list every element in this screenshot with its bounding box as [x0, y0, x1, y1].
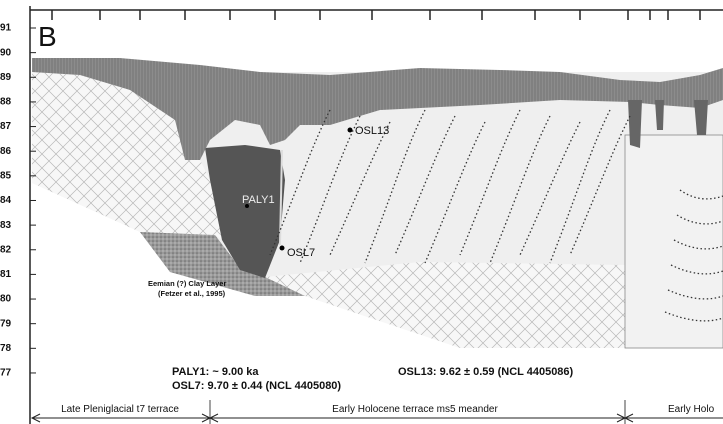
- right-channel: [625, 135, 723, 348]
- elevation-label: 81: [0, 269, 12, 280]
- elevation-label: 91: [0, 23, 12, 34]
- sample-point: [280, 246, 285, 251]
- panel-label: B: [38, 21, 57, 52]
- ruler: [52, 10, 700, 20]
- elevation-label: 82: [0, 244, 12, 255]
- elevation-label: 90: [0, 47, 12, 58]
- elevation-label: 88: [0, 97, 12, 108]
- elevation-label: 80: [0, 294, 12, 305]
- elevation-label: 84: [0, 195, 12, 206]
- elevation-label: 77: [0, 368, 12, 379]
- terrace-label: Early Holocene terrace ms5 meander: [332, 404, 498, 415]
- elevation-label: 85: [0, 170, 12, 181]
- date-text: PALY1: ~ 9.00 ka: [172, 366, 259, 378]
- elevation-label: 79: [0, 318, 12, 329]
- sample-label: PALY1: [242, 194, 275, 206]
- elevation-label: 86: [0, 146, 12, 157]
- sample-label: OSL13: [355, 125, 389, 137]
- clay-label: (Fetzer et al., 1995): [158, 289, 226, 298]
- elevation-label: 89: [0, 72, 12, 83]
- sample-label: OSL7: [287, 247, 315, 259]
- date-text: OSL7: 9.70 ± 0.44 (NCL 4405080): [172, 380, 341, 392]
- clay-label: Eemian (?) Clay Layer: [148, 279, 226, 288]
- elevation-label: 83: [0, 220, 12, 231]
- cross-section: B 91 90 89 88 87 86 85 84 83 82 81 80 79 78 77 OSL13 P…: [0, 0, 723, 424]
- elevation-label: 78: [0, 343, 12, 354]
- date-text: OSL13: 9.62 ± 0.59 (NCL 4405086): [398, 366, 574, 378]
- terrace-label: Late Pleniglacial t7 terrace: [61, 404, 179, 415]
- page: B 91 90 89 88 87 86 85 84 83 82 81 80 79 78 77 OSL13 P…: [0, 0, 723, 424]
- sample-point: [348, 128, 353, 133]
- elevation-label: 87: [0, 121, 12, 132]
- terrace-label: Early Holo: [668, 404, 715, 415]
